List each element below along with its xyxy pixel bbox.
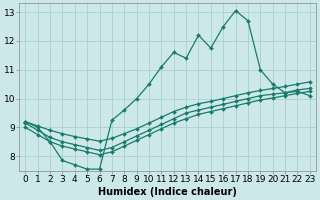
X-axis label: Humidex (Indice chaleur): Humidex (Indice chaleur) (98, 187, 237, 197)
